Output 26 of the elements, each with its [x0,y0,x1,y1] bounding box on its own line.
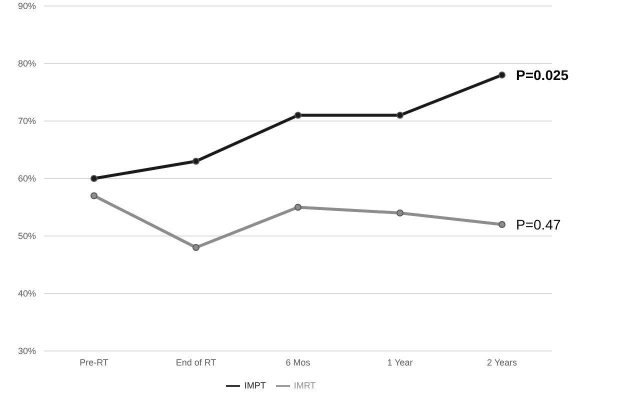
point [294,204,302,211]
point [498,72,506,78]
point [498,221,506,228]
y-tick-label: 40% [18,288,36,299]
x-tick-label: 6 Mos [286,357,311,368]
point [396,210,404,216]
x-tick-label: 1 Year [387,357,413,368]
y-tick-label: 70% [18,116,36,126]
y-tick-label: 50% [18,231,36,242]
y-tick-label: 90% [18,1,36,12]
point [396,112,404,119]
y-tick-label: 30% [18,346,36,356]
point [192,158,200,165]
point [294,112,302,119]
x-tick-label: 2 Years [486,357,518,368]
y-tick-label: 60% [18,174,36,184]
y-tick-label: 80% [18,58,36,69]
x-tick-label: Pre-RT [80,357,109,368]
point [90,175,98,182]
point [192,244,200,251]
annotation: P=0.47 [516,216,561,232]
point [90,192,98,200]
x-tick-label: End of RT [176,357,217,368]
annotation: P=0.025 [516,66,569,83]
legend-label: IMRT [294,380,316,390]
legend-label: IMPT [244,380,266,390]
